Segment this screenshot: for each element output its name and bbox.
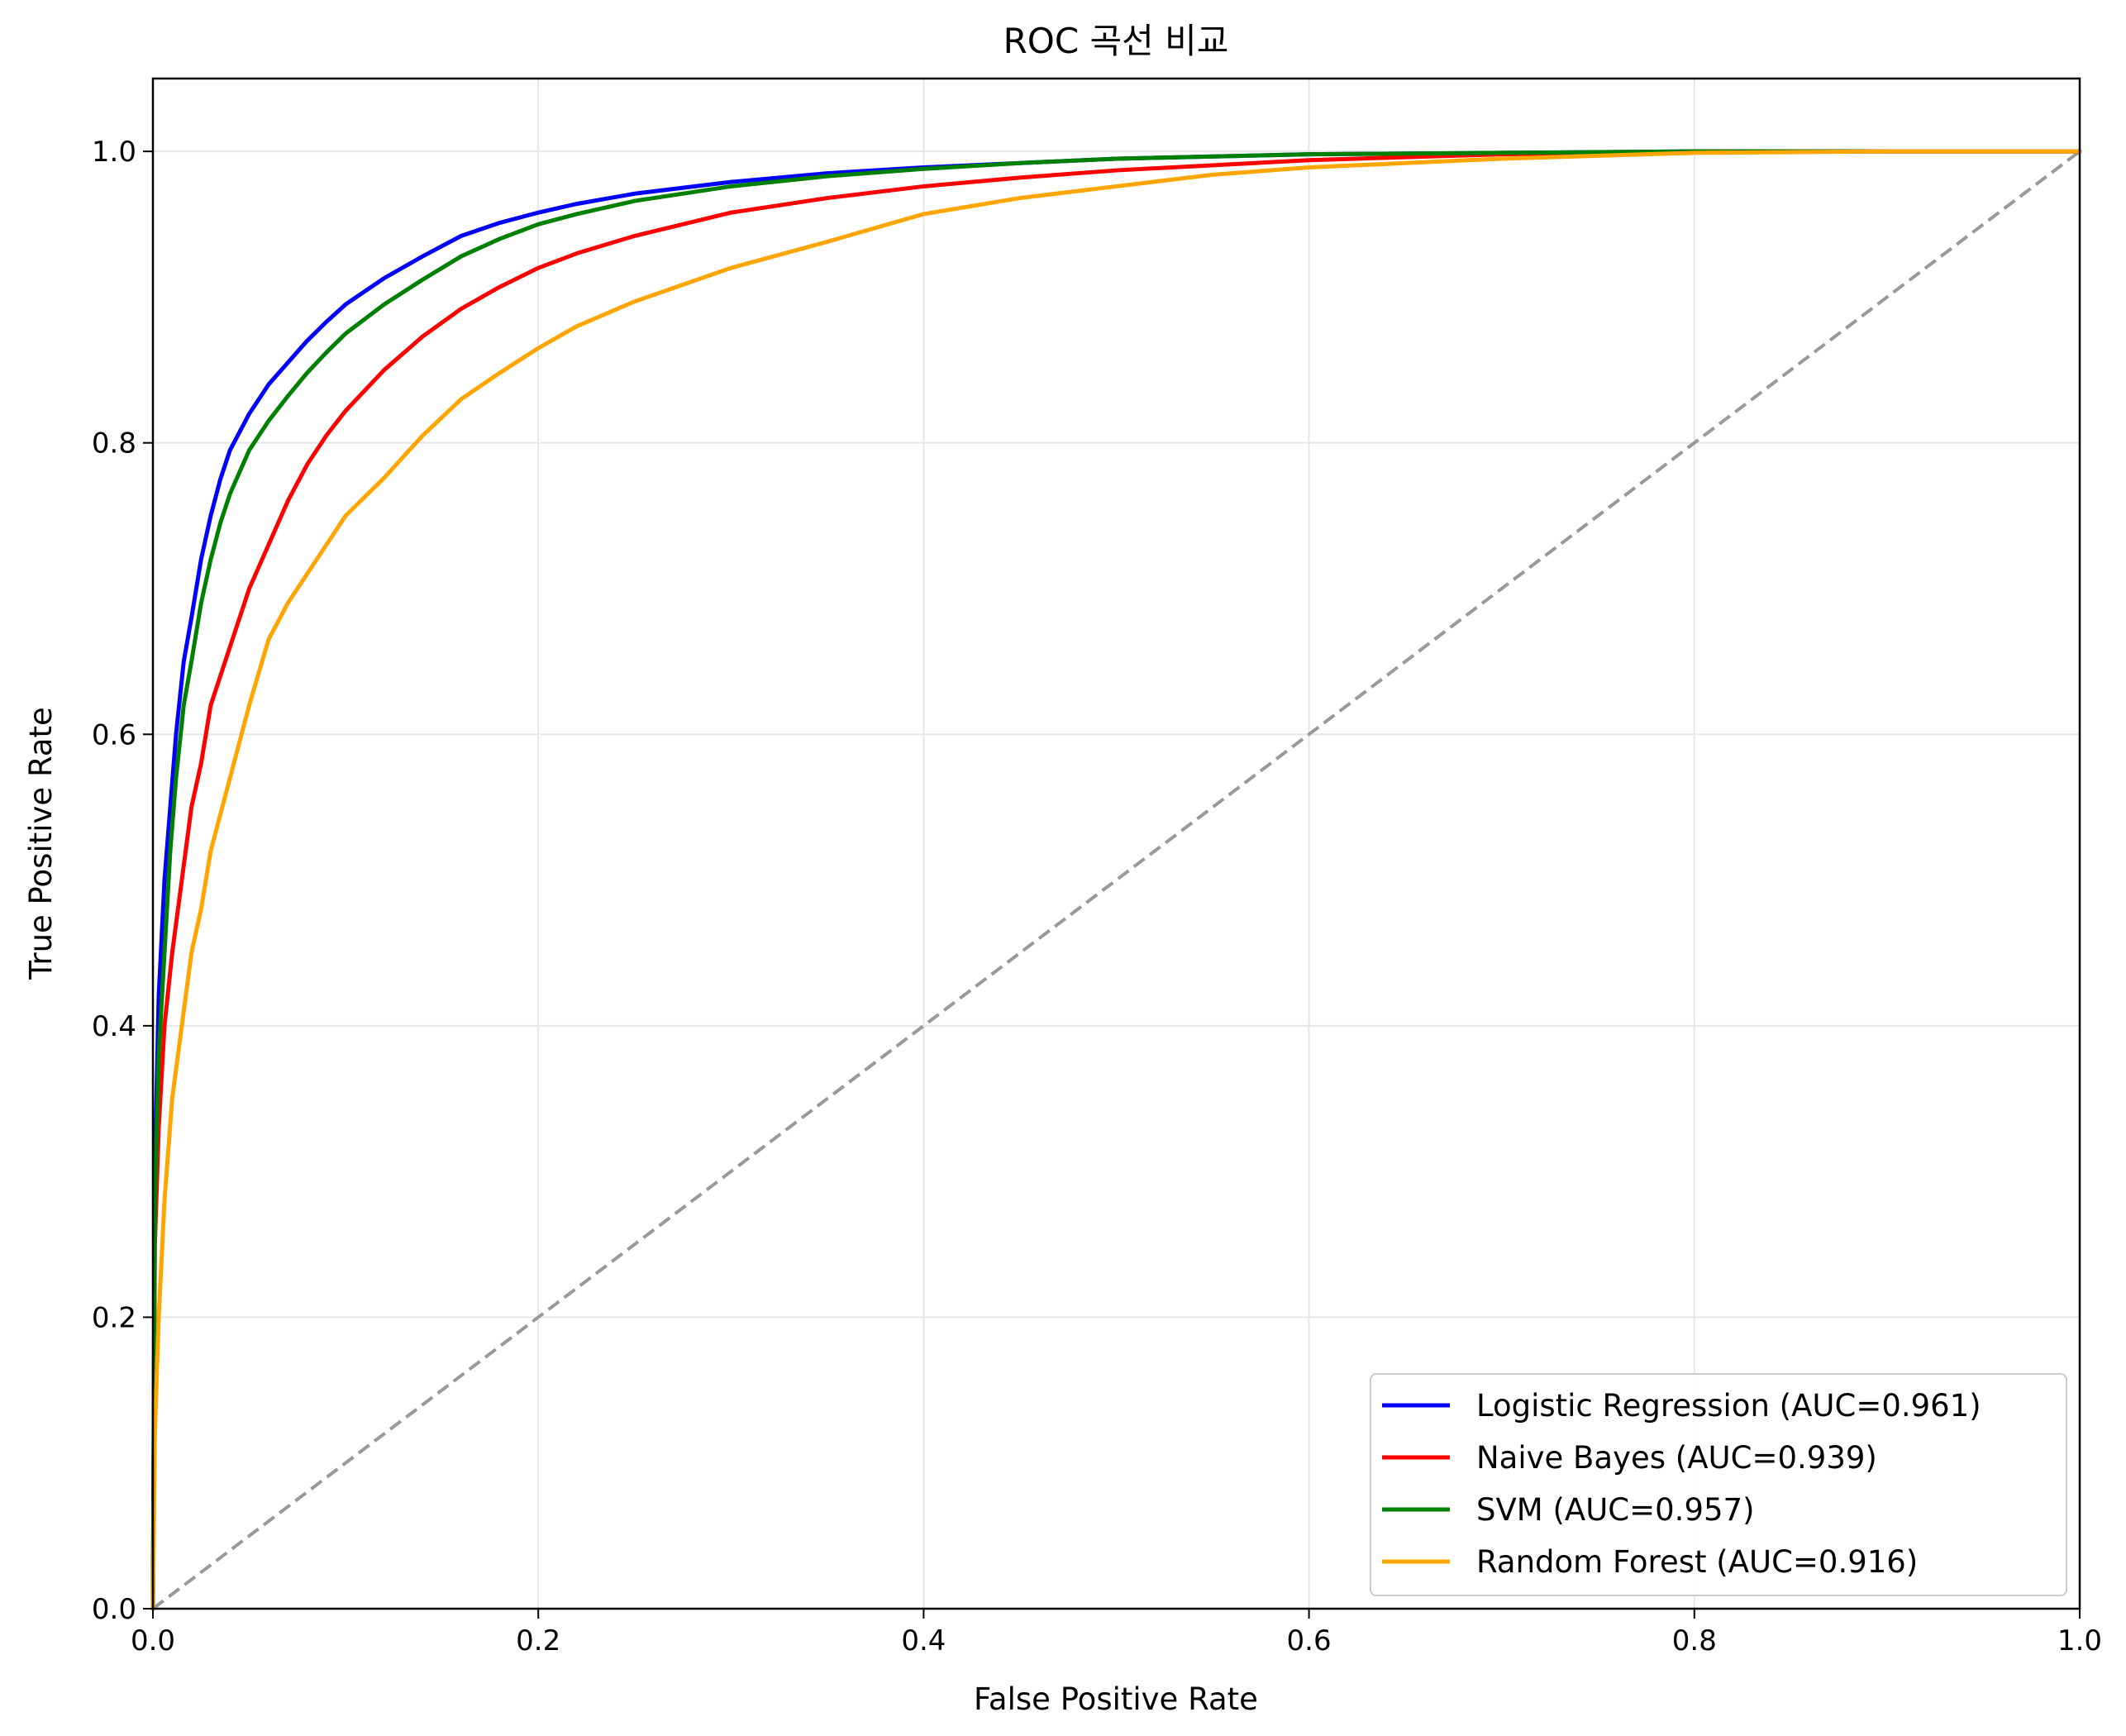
- x-tick-label: 0.4: [901, 1624, 946, 1657]
- legend-label-0: Logistic Regression (AUC=0.961): [1476, 1388, 1981, 1424]
- legend-box: [1370, 1373, 2067, 1596]
- grid: [152, 79, 2081, 1610]
- series-layer: [150, 149, 2082, 1611]
- legend-label-2: SVM (AUC=0.957): [1476, 1492, 1755, 1528]
- y-tick-label: 0.4: [92, 1010, 136, 1043]
- y-axis-label: True Positive Rate: [23, 707, 59, 980]
- chart-title: ROC 곡선 비교: [1003, 21, 1229, 61]
- series-line-1: [150, 149, 2082, 1611]
- series-line-2: [150, 149, 2082, 1611]
- x-tick-label: 0.0: [131, 1624, 175, 1657]
- y-tick-label: 1.0: [92, 136, 136, 169]
- reference-diagonal-line: [151, 150, 2081, 1610]
- legend-label-3: Random Forest (AUC=0.916): [1476, 1544, 1918, 1580]
- ticks: 0.0 0.2 0.4 0.6 0.8 1.0 0.0 0.2 0.4 0.6 0.8 1.0: [92, 136, 2102, 1657]
- series-line-3: [150, 149, 2082, 1611]
- y-tick-label: 0.8: [92, 427, 136, 460]
- x-tick-label: 0.2: [516, 1624, 560, 1657]
- y-tick-label: 0.0: [92, 1593, 136, 1626]
- y-tick-label: 0.2: [92, 1301, 136, 1334]
- plot-frame: [151, 77, 2081, 1610]
- x-axis-label: False Positive Rate: [974, 1681, 1258, 1717]
- legend: Logistic Regression (AUC=0.961) Naive Bay…: [1370, 1373, 2067, 1596]
- y-tick-label: 0.6: [92, 718, 136, 751]
- x-tick-label: 0.8: [1672, 1624, 1717, 1657]
- x-tick-label: 0.6: [1287, 1624, 1332, 1657]
- x-tick-label: 1.0: [2057, 1624, 2102, 1657]
- legend-label-1: Naive Bayes (AUC=0.939): [1476, 1440, 1877, 1476]
